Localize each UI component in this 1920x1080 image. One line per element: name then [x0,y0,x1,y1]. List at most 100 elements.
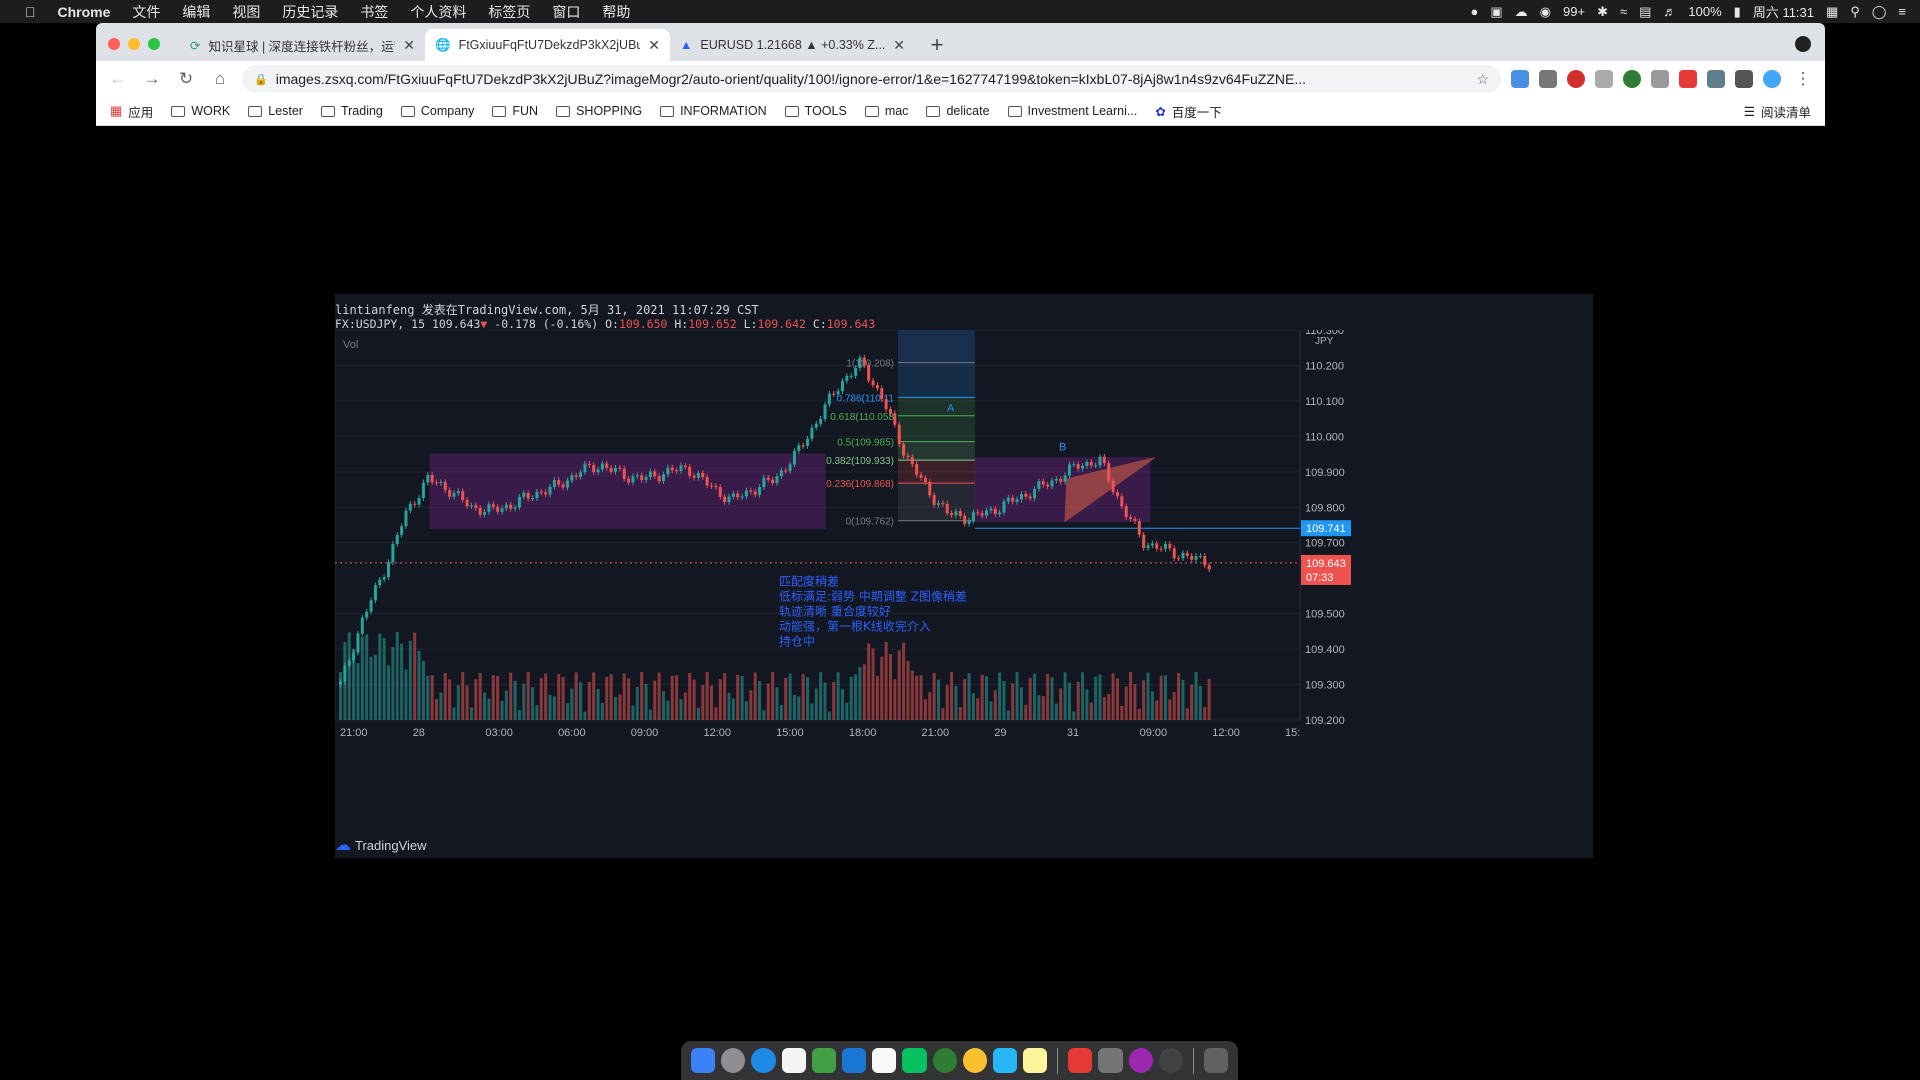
tab-image[interactable]: 🌐 FtGxiuuFqFtU7DekzdP3kX2jUBuZ... ✕ [425,29,670,61]
forward-icon[interactable]: → [143,69,161,88]
candle-body [771,479,775,483]
adblock-extension-icon[interactable] [1567,70,1585,88]
trash-icon[interactable] [1203,1048,1229,1073]
menu-file[interactable]: 文件 [121,3,160,20]
app-icon[interactable] [1128,1048,1153,1073]
notification-count[interactable]: 99+ [1563,4,1586,19]
new-tab-button[interactable]: + [930,32,944,57]
address-bar[interactable]: 🔒 images.zsxq.com/FtGxiuuFqFtU7DekzdP3kX… [242,65,1501,93]
clock[interactable]: 周六 11:31 [1752,5,1815,20]
menu-edit[interactable]: 编辑 [171,3,210,20]
control-center-icon[interactable]: ≡ [1898,4,1906,19]
display-icon[interactable]: ▤ [1639,3,1652,19]
menu-profile[interactable]: 个人资料 [399,3,466,20]
bookmark-folder[interactable]: Lester [248,104,303,118]
menu-bookmarks[interactable]: 书签 [349,3,388,20]
menu-app-name[interactable]: Chrome [47,3,111,20]
volume-bar [1124,686,1128,720]
candle-body [657,476,661,482]
candle-body [692,475,696,478]
safari-icon[interactable] [751,1048,776,1073]
evernote-icon[interactable] [932,1048,957,1073]
camera-icon[interactable]: ▣ [1490,3,1503,19]
translate-extension-icon[interactable] [1511,70,1529,88]
spotlight-search-icon[interactable]: ⚲ [1850,3,1860,19]
bookmark-folder[interactable]: mac [864,104,908,118]
apple-menu-icon[interactable]:  [14,4,47,20]
candle-body [526,492,530,499]
tab-close-icon[interactable]: ✕ [403,36,415,53]
bookmark-folder[interactable]: INFORMATION [660,104,767,118]
extension-icon[interactable] [1679,70,1697,88]
battery-icon[interactable]: ▮ [1733,3,1741,19]
lock-icon[interactable]: 🔒 [254,73,268,86]
profile-avatar[interactable] [1763,70,1781,88]
home-icon[interactable]: ⌂ [214,69,226,88]
bookmark-folder[interactable]: Investment Learni... [1007,104,1137,118]
tab-close-icon[interactable]: ✕ [893,36,905,53]
extension-icon[interactable] [1707,70,1725,88]
notes-icon[interactable] [781,1048,806,1073]
reading-list-button[interactable]: ☰ 阅读清单 [1743,104,1811,120]
candle-body [378,579,382,586]
keynote-icon[interactable] [841,1048,867,1073]
bookmark-folder[interactable]: Trading [320,104,383,118]
tab-eurusd[interactable]: ▲ EURUSD 1.21668 ▲ +0.33% Z... ✕ [670,29,915,61]
menu-tabs[interactable]: 标签页 [477,3,530,20]
app-icon[interactable] [1068,1048,1093,1073]
bookmark-baidu[interactable]: ✿ 百度一下 [1155,104,1222,120]
siri-icon[interactable]: ◯ [1871,3,1887,19]
bookmark-folder[interactable]: TOOLS [784,104,847,118]
battery-percent[interactable]: 100% [1688,4,1722,19]
address-url[interactable]: images.zsxq.com/FtGxiuuFqFtU7DekzdP3kX2j… [275,71,1307,87]
wechat-icon[interactable] [902,1048,927,1073]
app-icon[interactable] [1158,1048,1183,1073]
folder-icon [171,105,186,117]
volume-bar [967,673,971,720]
telegram-icon[interactable] [992,1048,1018,1073]
notification-icon[interactable]: ◉ [1539,3,1552,19]
bookmark-folder[interactable]: WORK [171,104,230,118]
cloud-extension-icon[interactable] [1651,70,1669,88]
cloud-sync-icon[interactable]: ☁ [1514,3,1528,19]
candle-body [1076,464,1080,469]
candle-body [819,418,823,424]
tab-search-icon[interactable] [1795,36,1811,52]
volume-icon[interactable]: ♬ [1663,4,1677,19]
bookmark-folder[interactable]: FUN [492,104,538,118]
bookmark-apps[interactable]: ▦ 应用 [110,103,154,120]
evernote-extension-icon[interactable] [1623,70,1641,88]
puzzle-extensions-icon[interactable] [1735,70,1753,88]
qq-icon[interactable] [872,1048,897,1073]
input-method-icon[interactable]: ▦ [1826,3,1839,19]
reload-icon[interactable]: ↻ [178,69,194,88]
chrome-icon[interactable] [962,1048,987,1073]
bookmark-folder[interactable]: SHOPPING [556,104,642,118]
bookmark-folder[interactable]: Company [400,104,474,118]
extension-icon[interactable] [1539,70,1557,88]
menu-window[interactable]: 窗口 [541,3,580,20]
tab-zsxq[interactable]: ⟳ 知识星球 | 深度连接铁杆粉丝，运营... ✕ [180,29,425,61]
zoom-window-button[interactable] [148,38,160,50]
volume-bar [600,702,604,720]
stickies-icon[interactable] [1023,1048,1048,1073]
bookmark-star-icon[interactable]: ☆ [1476,70,1489,87]
tab-close-icon[interactable]: ✕ [648,36,660,53]
extension-icon[interactable] [1595,70,1613,88]
system-preferences-icon[interactable] [1098,1048,1123,1073]
numbers-icon[interactable] [811,1048,836,1073]
finder-icon[interactable] [691,1048,716,1073]
volume-bar [788,673,792,720]
minimize-window-button[interactable] [128,38,140,50]
menu-history[interactable]: 历史记录 [271,3,338,20]
kebab-menu-icon[interactable]: ⋮ [1794,69,1812,88]
close-window-button[interactable] [108,38,120,50]
screen-record-icon[interactable]: ● [1470,4,1479,19]
back-icon[interactable]: ← [109,69,127,88]
wifi-icon[interactable]: ≈ [1619,4,1628,19]
bookmark-folder[interactable]: delicate [926,104,990,118]
menu-view[interactable]: 视图 [221,3,260,20]
menu-help[interactable]: 帮助 [591,3,630,20]
launchpad-icon[interactable] [721,1048,746,1073]
bluetooth-icon[interactable]: ✱ [1597,3,1608,19]
